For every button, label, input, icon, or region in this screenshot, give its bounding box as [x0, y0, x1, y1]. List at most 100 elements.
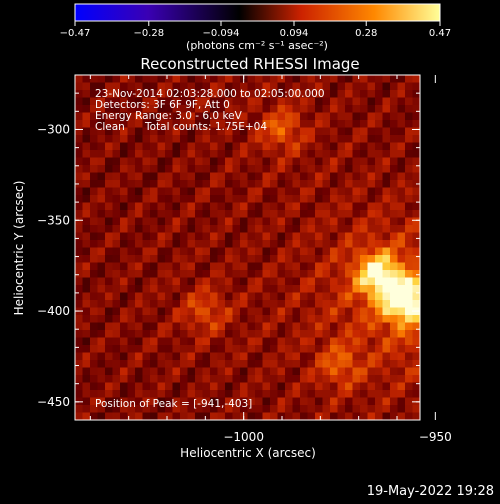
heatmap-cell: [157, 375, 166, 384]
heatmap-cell: [382, 405, 391, 414]
heatmap-cell: [127, 97, 136, 106]
heatmap-cell: [375, 352, 384, 361]
heatmap-cell: [277, 322, 286, 331]
heatmap-cell: [337, 315, 346, 324]
heatmap-cell: [202, 307, 211, 316]
heatmap-cell: [150, 337, 159, 346]
heatmap-cell: [397, 142, 406, 151]
heatmap-cell: [382, 255, 391, 264]
heatmap-cell: [330, 210, 339, 219]
heatmap-cell: [352, 180, 361, 189]
heatmap-cell: [367, 225, 376, 234]
heatmap-cell: [352, 292, 361, 301]
heatmap-cell: [367, 210, 376, 219]
heatmap-cell: [157, 292, 166, 301]
heatmap-cell: [307, 247, 316, 256]
heatmap-cell: [232, 150, 241, 159]
heatmap-cell: [75, 210, 84, 219]
heatmap-cell: [367, 112, 376, 121]
heatmap-cell: [270, 112, 279, 121]
heatmap-cell: [127, 82, 136, 91]
heatmap-cell: [382, 180, 391, 189]
heatmap-cell: [405, 172, 414, 181]
heatmap-cell: [375, 90, 384, 99]
heatmap-cell: [142, 120, 151, 129]
heatmap-cell: [255, 397, 264, 406]
heatmap-cell: [270, 375, 279, 384]
heatmap-cell: [390, 105, 399, 114]
heatmap-cell: [172, 270, 181, 279]
heatmap-cell: [247, 187, 256, 196]
heatmap-cell: [277, 277, 286, 286]
heatmap-cell: [210, 337, 219, 346]
heatmap-cell: [150, 187, 159, 196]
heatmap-cell: [390, 240, 399, 249]
heatmap-cell: [105, 142, 114, 151]
heatmap-cell: [337, 240, 346, 249]
heatmap-cell: [135, 172, 144, 181]
heatmap-cell: [172, 150, 181, 159]
heatmap-cell: [382, 270, 391, 279]
heatmap-cell: [255, 405, 264, 414]
heatmap-cell: [157, 187, 166, 196]
heatmap-cell: [367, 127, 376, 136]
heatmap-cell: [270, 172, 279, 181]
heatmap-cell: [345, 397, 354, 406]
heatmap-cell: [127, 277, 136, 286]
heatmap-cell: [112, 120, 121, 129]
heatmap-cell: [217, 142, 226, 151]
heatmap-cell: [292, 315, 301, 324]
heatmap-cell: [285, 90, 294, 99]
heatmap-cell: [75, 150, 84, 159]
heatmap-cell: [270, 142, 279, 151]
heatmap-cell: [172, 112, 181, 121]
heatmap-cell: [150, 360, 159, 369]
heatmap-cell: [120, 292, 129, 301]
heatmap-cell: [187, 90, 196, 99]
heatmap-cell: [90, 285, 99, 294]
heatmap-cell: [270, 150, 279, 159]
heatmap-cell: [405, 217, 414, 226]
heatmap-cell: [322, 262, 331, 271]
heatmap-cell: [375, 142, 384, 151]
heatmap-cell: [390, 165, 399, 174]
heatmap-cell: [375, 225, 384, 234]
heatmap-cell: [367, 405, 376, 414]
heatmap-cell: [412, 105, 420, 114]
heatmap-cell: [112, 285, 121, 294]
heatmap-cell: [247, 105, 256, 114]
heatmap-cell: [360, 202, 369, 211]
heatmap-cell: [285, 112, 294, 121]
heatmap-cell: [360, 82, 369, 91]
heatmap-cell: [225, 180, 234, 189]
heatmap-cell: [315, 397, 324, 406]
heatmap-cell: [142, 360, 151, 369]
heatmap-cell: [405, 277, 414, 286]
heatmap-cell: [142, 105, 151, 114]
heatmap-cell: [75, 90, 84, 99]
heatmap-cell: [97, 262, 106, 271]
heatmap-cell: [330, 172, 339, 181]
heatmap-cell: [195, 315, 204, 324]
heatmap-cell: [390, 142, 399, 151]
heatmap-cell: [405, 270, 414, 279]
heatmap-cell: [367, 262, 376, 271]
heatmap-cell: [142, 382, 151, 391]
heatmap-cell: [375, 150, 384, 159]
heatmap-cell: [232, 285, 241, 294]
heatmap-cell: [172, 210, 181, 219]
heatmap-cell: [360, 292, 369, 301]
heatmap-cell: [255, 165, 264, 174]
heatmap-cell: [150, 240, 159, 249]
heatmap-cell: [330, 285, 339, 294]
heatmap-cell: [405, 150, 414, 159]
heatmap-cell: [277, 165, 286, 174]
heatmap-cell: [75, 135, 84, 144]
heatmap-cell: [142, 292, 151, 301]
heatmap-cell: [255, 82, 264, 91]
x-axis: −1000−950−900: [89, 75, 452, 444]
heatmap-cell: [202, 172, 211, 181]
heatmap-cell: [120, 382, 129, 391]
heatmap-cell: [225, 165, 234, 174]
heatmap-cell: [360, 165, 369, 174]
